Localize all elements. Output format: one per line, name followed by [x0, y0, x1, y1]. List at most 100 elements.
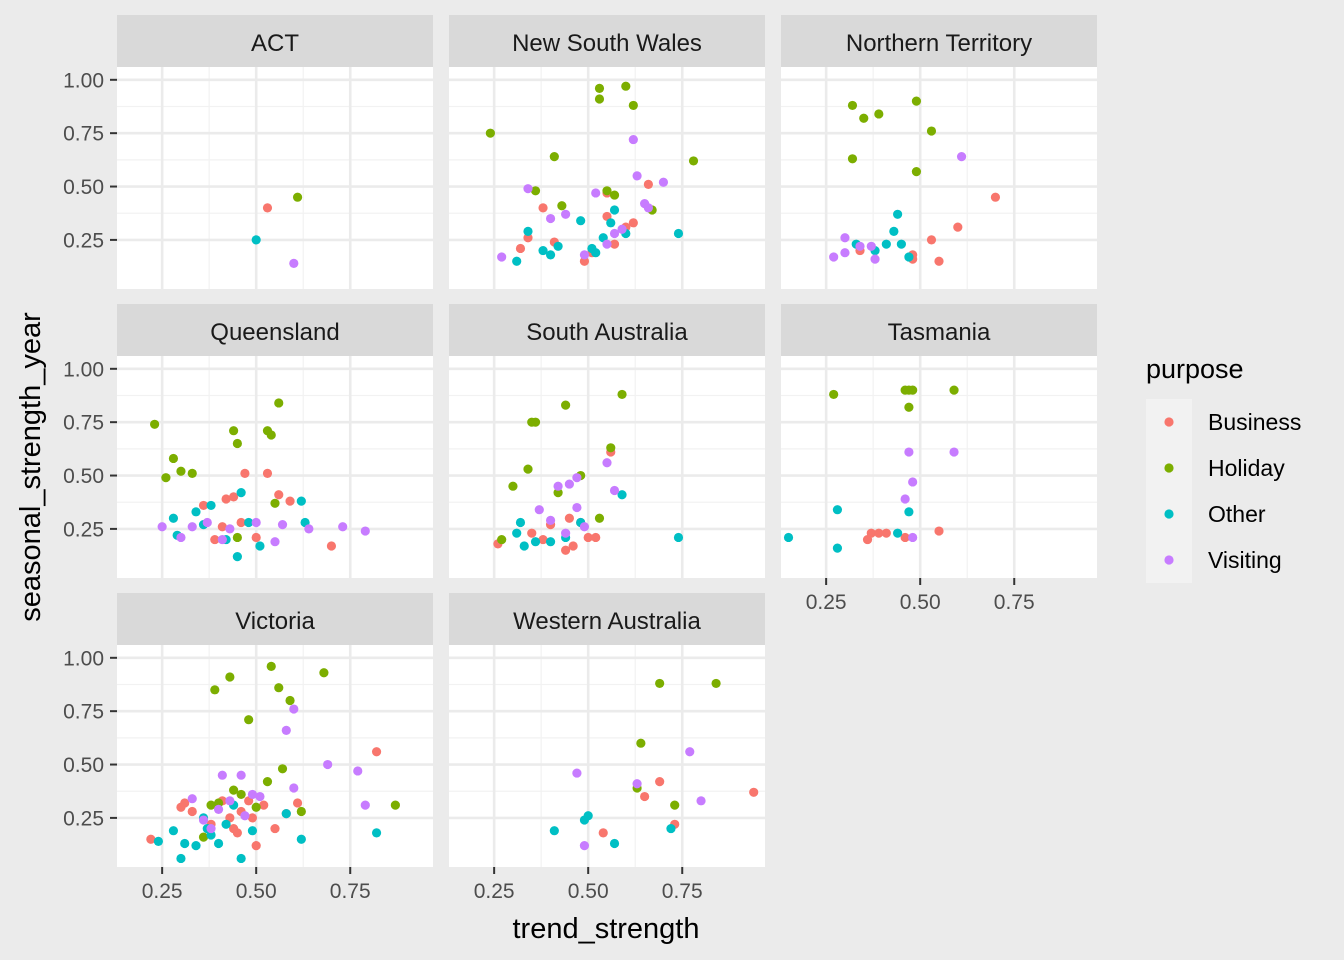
data-point: [512, 528, 522, 538]
data-point: [583, 532, 593, 543]
data-point: [187, 468, 197, 479]
facet-strip: [449, 304, 765, 356]
legend-title: purpose: [1146, 354, 1244, 384]
data-point: [561, 545, 571, 555]
data-point: [606, 218, 616, 228]
data-point: [572, 768, 582, 778]
y-tick-label: 0.75: [63, 123, 104, 146]
y-tick-label: 0.75: [63, 412, 104, 435]
data-point: [217, 770, 227, 780]
data-point: [304, 524, 314, 534]
data-point: [530, 537, 541, 547]
data-point: [259, 800, 269, 810]
data-point: [187, 794, 197, 804]
data-point: [866, 241, 876, 251]
data-point: [609, 190, 620, 200]
data-point: [829, 252, 839, 262]
data-point: [390, 800, 400, 810]
data-point: [847, 100, 858, 111]
data-point: [666, 823, 676, 834]
data-point: [198, 815, 209, 825]
data-point: [990, 192, 1001, 202]
data-point: [157, 522, 167, 532]
facet-strip: [781, 15, 1097, 67]
facet-label: Western Australia: [513, 608, 701, 635]
data-point: [277, 764, 288, 774]
data-point: [561, 528, 571, 538]
data-point: [519, 541, 529, 551]
facet-label: New South Wales: [512, 30, 702, 57]
facet-panel: ACT 0.25 0.50 0.75 1.00: [63, 15, 433, 289]
facet-label: Tasmania: [888, 319, 991, 346]
data-point: [655, 678, 665, 689]
data-point: [832, 505, 843, 515]
data-point: [274, 398, 284, 408]
data-point: [236, 789, 246, 800]
data-point: [549, 826, 559, 836]
data-point: [232, 438, 242, 449]
data-point: [904, 507, 914, 517]
facet-strip: [449, 593, 765, 645]
data-point: [908, 385, 918, 395]
data-point: [640, 791, 650, 802]
data-point: [881, 239, 891, 249]
data-point: [153, 836, 163, 846]
data-point: [545, 515, 556, 525]
data-point: [617, 490, 627, 500]
data-point: [934, 526, 944, 536]
legend-label: Other: [1208, 501, 1266, 527]
legend-marker: [1164, 509, 1174, 519]
data-point: [711, 678, 721, 689]
data-point: [900, 532, 910, 543]
data-point: [180, 838, 190, 849]
data-point: [338, 522, 348, 532]
legend-marker: [1164, 417, 1174, 427]
data-point: [371, 747, 382, 757]
data-point: [591, 248, 601, 258]
data-point: [609, 838, 620, 849]
data-point: [949, 385, 959, 395]
data-point: [508, 481, 518, 491]
data-point: [236, 488, 246, 498]
data-point: [579, 522, 590, 532]
data-point: [568, 541, 578, 551]
data-point: [289, 704, 299, 714]
data-point: [497, 252, 507, 262]
data-point: [281, 725, 291, 735]
data-point: [485, 128, 495, 138]
data-point: [270, 537, 280, 547]
y-tick-label: 0.75: [63, 701, 104, 724]
data-point: [628, 100, 638, 111]
data-point: [326, 541, 337, 551]
data-point: [202, 517, 212, 528]
data-point: [251, 841, 261, 851]
data-point: [696, 796, 706, 806]
data-point: [670, 800, 680, 810]
y-tick-label: 0.25: [63, 807, 104, 830]
data-point: [643, 203, 653, 213]
data-point: [673, 228, 684, 239]
data-point: [217, 522, 227, 532]
data-point: [685, 747, 695, 757]
data-point: [609, 228, 620, 239]
data-point: [628, 134, 638, 145]
data-point: [255, 541, 265, 551]
data-point: [168, 826, 179, 836]
data-point: [247, 826, 258, 836]
data-point: [360, 800, 370, 810]
data-point: [561, 400, 571, 410]
data-point: [911, 96, 922, 106]
data-point: [225, 524, 235, 534]
data-point: [198, 500, 209, 511]
y-tick-label: 0.50: [63, 465, 104, 488]
data-point: [632, 171, 642, 181]
data-point: [602, 458, 612, 468]
data-point: [296, 806, 306, 817]
data-point: [530, 417, 541, 427]
data-point: [360, 526, 370, 536]
data-point: [146, 834, 156, 844]
data-point: [225, 672, 235, 682]
data-point: [621, 81, 631, 91]
data-point: [229, 426, 239, 436]
